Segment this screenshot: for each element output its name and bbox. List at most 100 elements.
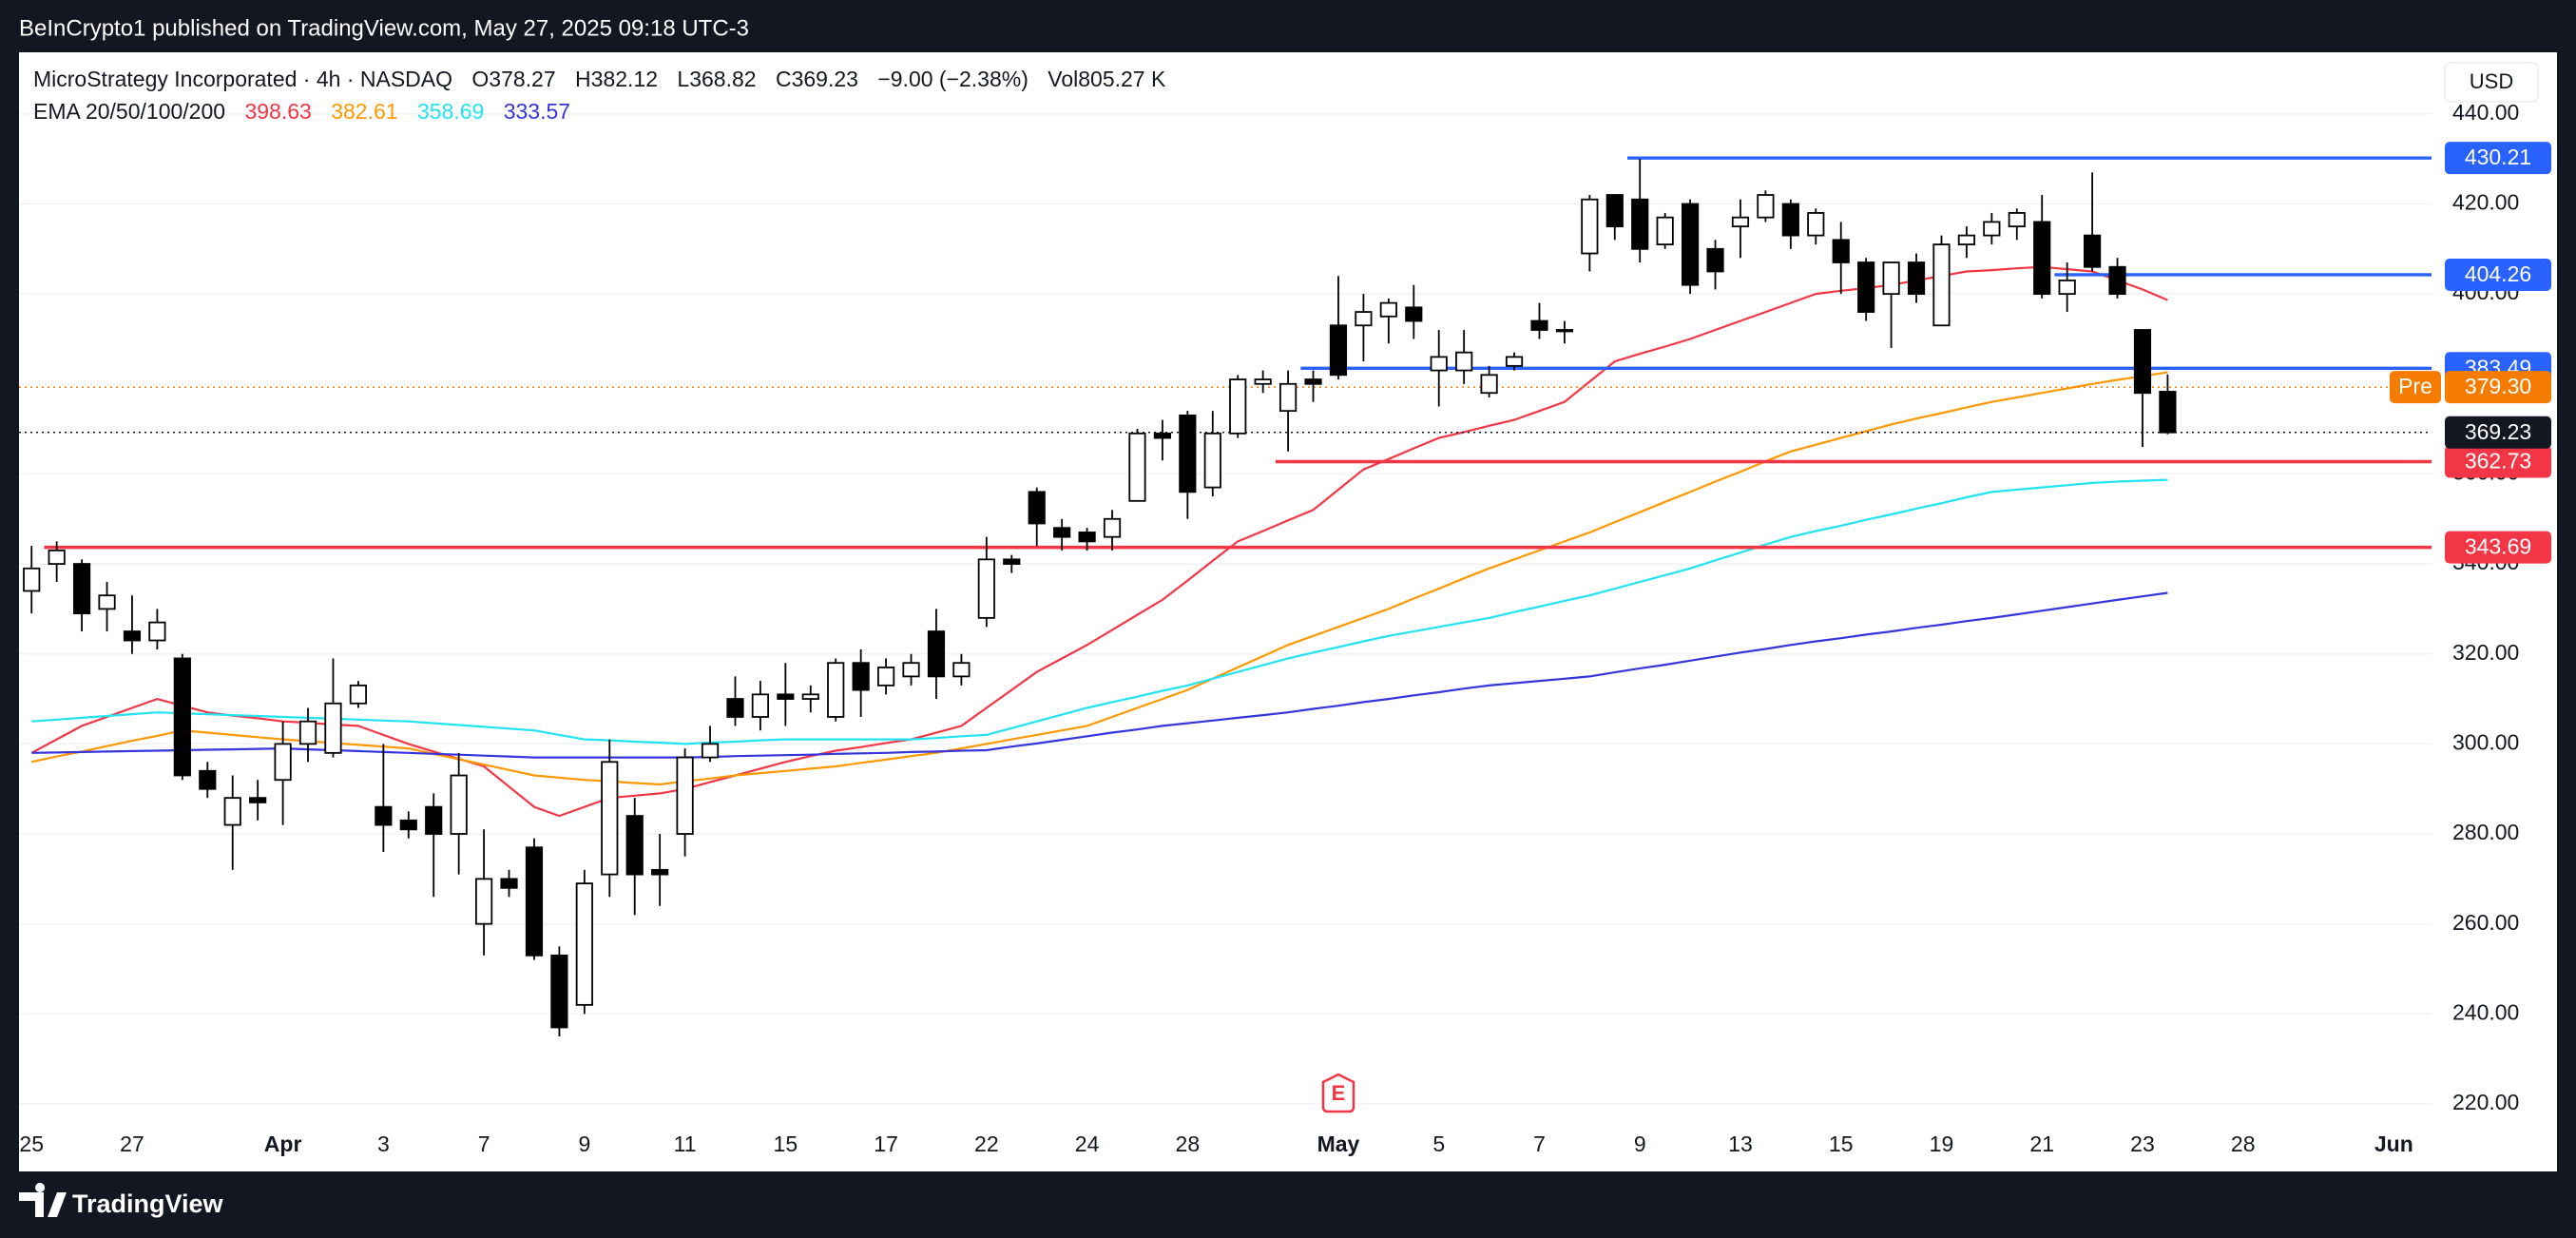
candle-body [450, 774, 468, 835]
ema-value: 382.61 [331, 99, 398, 124]
publisher-line: BeInCrypto1 published on TradingView.com… [19, 15, 749, 41]
ema-line [31, 478, 2168, 745]
candle-body [1605, 194, 1624, 228]
candle-body [902, 662, 920, 678]
level-label-bg [2445, 445, 2551, 478]
candle-body [927, 630, 946, 678]
candle-body [1329, 324, 1348, 377]
event-badge [1321, 1073, 1355, 1113]
candle-body [1631, 198, 1649, 250]
candle-body [952, 662, 971, 678]
x-tick-label: 23 [2130, 1132, 2155, 1156]
level-label: 404.26 [2465, 261, 2531, 286]
candle-body [1078, 532, 1096, 543]
candle-body [1304, 378, 1322, 385]
candle-body [173, 657, 191, 777]
candle-body [1530, 319, 1548, 331]
event-label: E [1332, 1081, 1346, 1105]
x-tick-label: 5 [1432, 1132, 1445, 1156]
x-tick-label: 22 [974, 1132, 999, 1156]
x-tick-label: 21 [2029, 1132, 2054, 1156]
ema-value: 333.57 [503, 99, 571, 124]
candle-body [1153, 432, 1172, 439]
candle-body [2133, 329, 2152, 395]
candle-body [1179, 415, 1197, 493]
candle-body [1757, 194, 1775, 219]
pre-market-label-bg [2445, 371, 2551, 404]
x-tick-label: 7 [1533, 1132, 1546, 1156]
ohlc-label: H [575, 67, 591, 91]
candle-body [1278, 382, 1298, 413]
x-tick-label: 27 [120, 1132, 144, 1156]
candle-body [1807, 212, 1825, 237]
brand-name: TradingView [72, 1190, 224, 1218]
candle-body [625, 815, 644, 876]
level-label-bg [2445, 142, 2551, 175]
candle-body [852, 662, 870, 691]
candle-body [1128, 432, 1146, 502]
currency-box [2444, 62, 2539, 103]
candle-body [2008, 212, 2026, 228]
candle-body [1203, 432, 1221, 489]
ema-value: 398.63 [244, 99, 312, 124]
x-tick-label: 7 [478, 1132, 490, 1156]
candle-body [199, 769, 217, 790]
candle-body [1028, 491, 1046, 525]
candle-body [1254, 378, 1272, 385]
pre-market-label: 379.30 [2465, 374, 2531, 398]
candle-body [98, 594, 116, 610]
ohlc-label: L [677, 67, 690, 91]
x-tick-label: 19 [1930, 1132, 1954, 1156]
candle-body [1581, 198, 1599, 255]
ema-label: EMA 20/50/100/200 [33, 99, 226, 124]
candle-body [1229, 378, 1247, 435]
candle-body [801, 693, 819, 700]
x-tick-label: 9 [578, 1132, 590, 1156]
candle-body [1832, 239, 1850, 263]
candle-body [72, 563, 91, 615]
level-label-bg [2445, 258, 2551, 291]
candle-body [148, 621, 166, 642]
candle-body [550, 954, 568, 1029]
candle-body [425, 805, 443, 835]
ema-line [30, 265, 2168, 818]
y-tick-label: 280.00 [2452, 820, 2519, 844]
level-label: 362.73 [2465, 449, 2531, 474]
candle-body [575, 882, 593, 1006]
candle-body [1103, 517, 1122, 538]
candle-body [1781, 203, 1799, 237]
level-label-bg [2445, 531, 2551, 564]
x-tick-label: 9 [1634, 1132, 1646, 1156]
candle-body [1857, 261, 1875, 313]
x-tick-label: Jun [2374, 1132, 2413, 1156]
candle-body [1882, 261, 1900, 296]
candle-body [726, 698, 744, 718]
pre-market-tag: Pre [2398, 374, 2432, 398]
candle-body [399, 819, 417, 831]
x-tick-label: 13 [1728, 1132, 1753, 1156]
candle-body [1455, 351, 1473, 372]
y-tick-label: 300.00 [2452, 729, 2519, 754]
candle-body [1983, 221, 2001, 237]
level-label: 430.21 [2465, 145, 2531, 169]
ema-line [30, 371, 2168, 786]
candle-body [525, 846, 544, 957]
candle-body [1405, 306, 1423, 322]
currency: USD [2470, 69, 2513, 93]
x-tick-label: 11 [674, 1132, 697, 1156]
candle-body [274, 743, 292, 782]
candle-body [223, 797, 241, 826]
x-tick-label: May [1317, 1132, 1360, 1156]
last-price-label: 369.23 [2465, 419, 2531, 444]
candle-body [2033, 221, 2051, 296]
x-tick-label: 24 [1075, 1132, 1100, 1156]
x-tick-label: 15 [774, 1132, 798, 1156]
ohlc-value: 382.12 [590, 67, 659, 91]
candle-body [601, 761, 619, 876]
candle-body [349, 684, 368, 705]
candle-body [23, 567, 41, 592]
candle-body [2083, 234, 2102, 268]
candle-body [1957, 234, 1976, 245]
